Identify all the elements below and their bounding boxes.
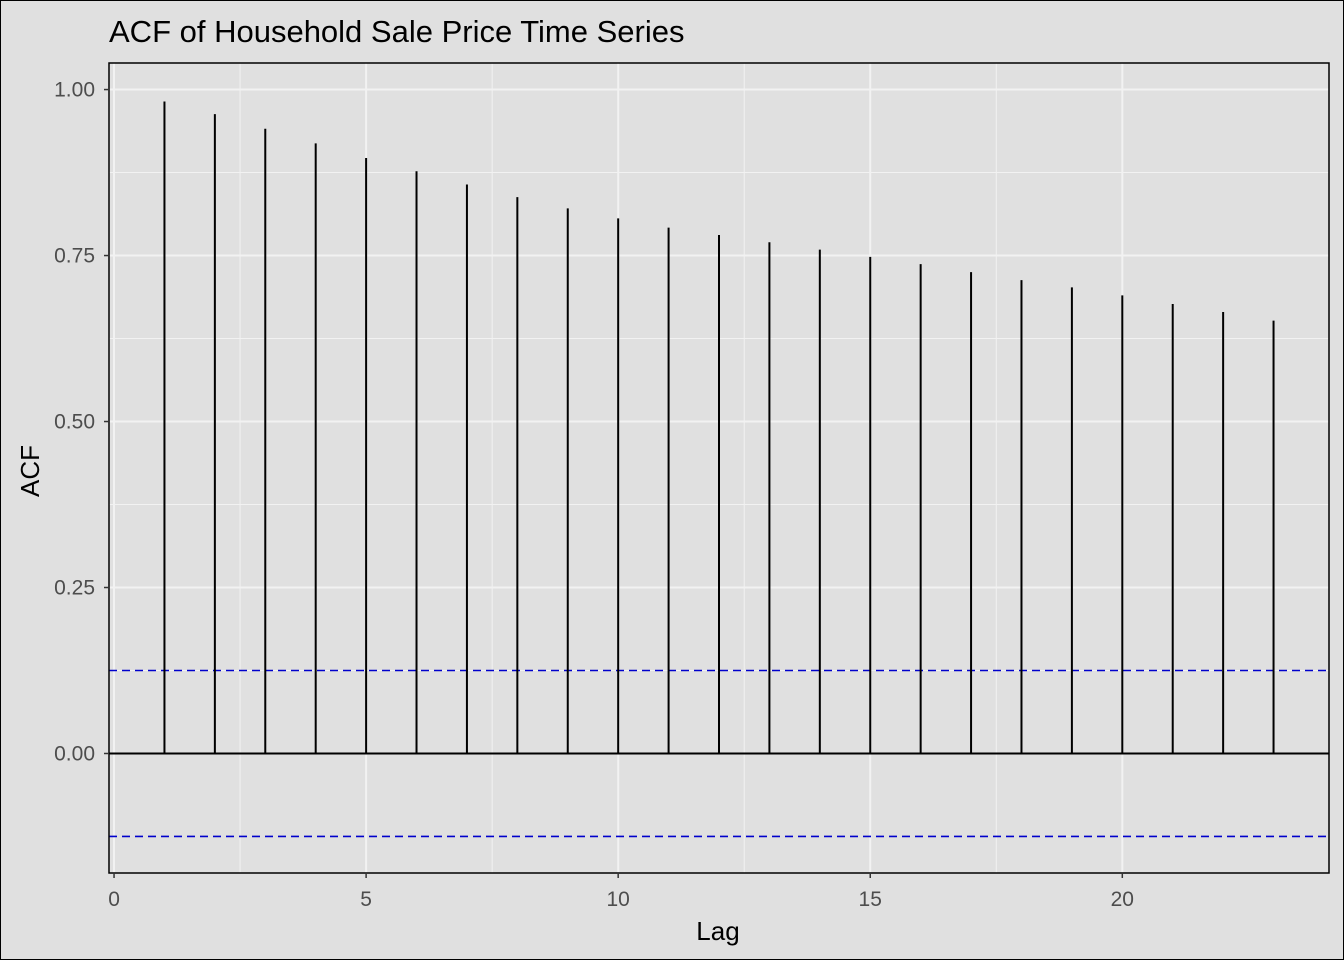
x-tick-label: 0 — [108, 888, 120, 911]
confidence-band-group — [109, 669, 1329, 838]
y-tick-label: 0.75 — [54, 245, 95, 268]
chart-title: ACF of Household Sale Price Time Series — [109, 14, 684, 49]
x-tick-label: 5 — [360, 888, 372, 911]
x-axis-title: Lag — [696, 916, 739, 946]
acf-bars — [163, 101, 1275, 754]
y-tick-label: 1.00 — [54, 79, 95, 102]
y-tick-label: 0.50 — [54, 411, 95, 434]
x-tick-label: 20 — [1111, 888, 1134, 911]
y-tick-label: 0.25 — [54, 577, 95, 600]
y-axis-title: ACF — [15, 445, 45, 497]
x-tick-label: 10 — [606, 888, 629, 911]
plot-border — [108, 62, 1330, 874]
y-tick-labels: 0.00 0.25 0.50 0.75 1.00 — [54, 79, 109, 765]
x-tick-label: 15 — [859, 888, 882, 911]
x-tick-labels: 0 5 10 15 20 — [108, 873, 1134, 911]
y-tick-label: 0.00 — [54, 742, 95, 765]
